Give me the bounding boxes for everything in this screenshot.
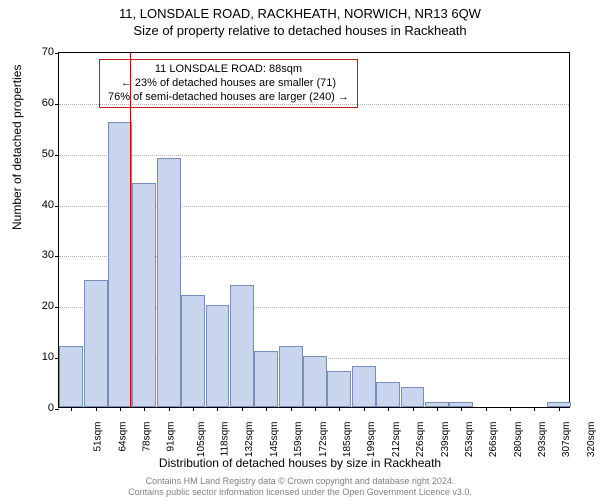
histogram-bar	[401, 387, 425, 407]
x-tick-label: 159sqm	[293, 422, 304, 458]
y-tick-label: 60	[30, 97, 54, 109]
x-tick-mark	[315, 407, 316, 411]
y-tick-label: 30	[30, 249, 54, 261]
y-tick-label: 50	[30, 148, 54, 160]
gridline	[59, 104, 569, 105]
x-tick-label: 91sqm	[166, 422, 177, 452]
histogram-bar	[230, 285, 254, 407]
histogram-bar	[254, 351, 278, 407]
y-axis-label: Number of detached properties	[10, 65, 24, 230]
y-tick-mark	[55, 53, 59, 54]
x-tick-mark	[339, 407, 340, 411]
annotation-line-1: 11 LONSDALE ROAD: 88sqm	[108, 63, 349, 77]
x-tick-label: 78sqm	[141, 422, 152, 452]
x-tick-mark	[437, 407, 438, 411]
histogram-bar	[327, 371, 351, 407]
x-tick-mark	[242, 407, 243, 411]
x-tick-mark	[96, 407, 97, 411]
x-tick-mark	[510, 407, 511, 411]
x-tick-mark	[193, 407, 194, 411]
x-tick-label: 307sqm	[562, 422, 573, 458]
x-tick-label: 212sqm	[391, 422, 402, 458]
chart-container: 11, LONSDALE ROAD, RACKHEATH, NORWICH, N…	[0, 0, 600, 500]
y-tick-mark	[55, 307, 59, 308]
y-tick-mark	[55, 256, 59, 257]
x-tick-mark	[120, 407, 121, 411]
x-tick-mark	[217, 407, 218, 411]
x-tick-label: 105sqm	[196, 422, 207, 458]
footer-line-1: Contains HM Land Registry data © Crown c…	[0, 476, 600, 487]
chart-plot-area: 11 LONSDALE ROAD: 88sqm ← 23% of detache…	[58, 52, 570, 408]
x-axis-label: Distribution of detached houses by size …	[0, 456, 600, 470]
y-tick-label: 10	[30, 351, 54, 363]
x-tick-label: 239sqm	[440, 422, 451, 458]
histogram-bar	[108, 122, 132, 407]
x-tick-label: 172sqm	[318, 422, 329, 458]
x-tick-mark	[461, 407, 462, 411]
y-tick-mark	[55, 206, 59, 207]
x-tick-label: 145sqm	[269, 422, 280, 458]
annotation-box: 11 LONSDALE ROAD: 88sqm ← 23% of detache…	[99, 59, 358, 108]
histogram-bar	[376, 382, 400, 407]
y-tick-mark	[55, 409, 59, 410]
property-marker-line	[130, 53, 131, 407]
y-tick-label: 40	[30, 199, 54, 211]
y-tick-label: 70	[30, 46, 54, 58]
x-tick-mark	[413, 407, 414, 411]
y-tick-label: 0	[30, 402, 54, 414]
histogram-bar	[132, 183, 156, 407]
x-tick-mark	[388, 407, 389, 411]
annotation-line-2: ← 23% of detached houses are smaller (71…	[108, 77, 349, 91]
histogram-bar	[303, 356, 327, 407]
x-tick-label: 118sqm	[219, 422, 230, 457]
page-subtitle: Size of property relative to detached ho…	[0, 21, 600, 38]
x-tick-label: 253sqm	[464, 422, 475, 458]
y-tick-mark	[55, 155, 59, 156]
x-tick-mark	[364, 407, 365, 411]
histogram-bar	[279, 346, 303, 407]
annotation-line-3: 76% of semi-detached houses are larger (…	[108, 91, 349, 105]
histogram-bar	[84, 280, 108, 407]
y-tick-label: 20	[30, 300, 54, 312]
histogram-bar	[206, 305, 230, 407]
x-tick-label: 293sqm	[537, 422, 548, 458]
x-tick-mark	[169, 407, 170, 411]
x-tick-label: 64sqm	[117, 422, 128, 452]
page-title: 11, LONSDALE ROAD, RACKHEATH, NORWICH, N…	[0, 0, 600, 21]
x-tick-mark	[291, 407, 292, 411]
x-tick-label: 266sqm	[488, 422, 499, 458]
footer-line-2: Contains public sector information licen…	[0, 487, 600, 498]
y-tick-mark	[55, 104, 59, 105]
x-tick-label: 226sqm	[415, 422, 426, 458]
histogram-bar	[181, 295, 205, 407]
x-tick-label: 132sqm	[245, 422, 256, 458]
x-tick-label: 199sqm	[366, 422, 377, 458]
x-tick-mark	[71, 407, 72, 411]
x-tick-mark	[266, 407, 267, 411]
x-tick-label: 51sqm	[93, 422, 104, 452]
x-tick-label: 280sqm	[513, 422, 524, 458]
x-tick-mark	[144, 407, 145, 411]
histogram-bar	[59, 346, 83, 407]
x-tick-mark	[534, 407, 535, 411]
x-tick-mark	[486, 407, 487, 411]
histogram-bar	[352, 366, 376, 407]
footer-credits: Contains HM Land Registry data © Crown c…	[0, 476, 600, 498]
x-tick-label: 320sqm	[586, 422, 597, 458]
histogram-bar	[157, 158, 181, 407]
x-tick-mark	[559, 407, 560, 411]
x-tick-label: 185sqm	[342, 422, 353, 458]
gridline	[59, 155, 569, 156]
